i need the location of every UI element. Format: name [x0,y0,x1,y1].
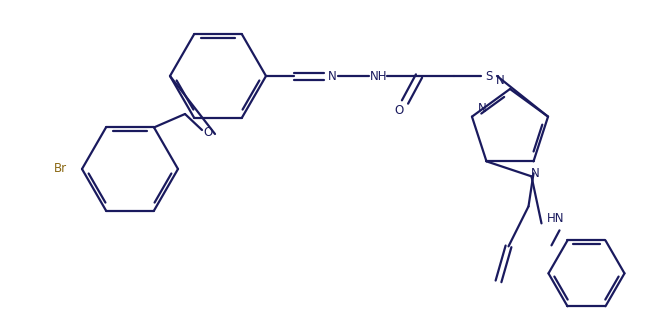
Text: N: N [327,70,337,83]
Text: S: S [486,70,493,83]
Text: O: O [203,125,212,138]
Text: O: O [394,103,403,117]
Text: N: N [531,167,540,180]
Text: N: N [496,75,504,87]
Text: Br: Br [53,163,67,176]
Text: NH: NH [370,70,387,83]
Text: N: N [478,102,486,115]
Text: HN: HN [546,212,564,225]
